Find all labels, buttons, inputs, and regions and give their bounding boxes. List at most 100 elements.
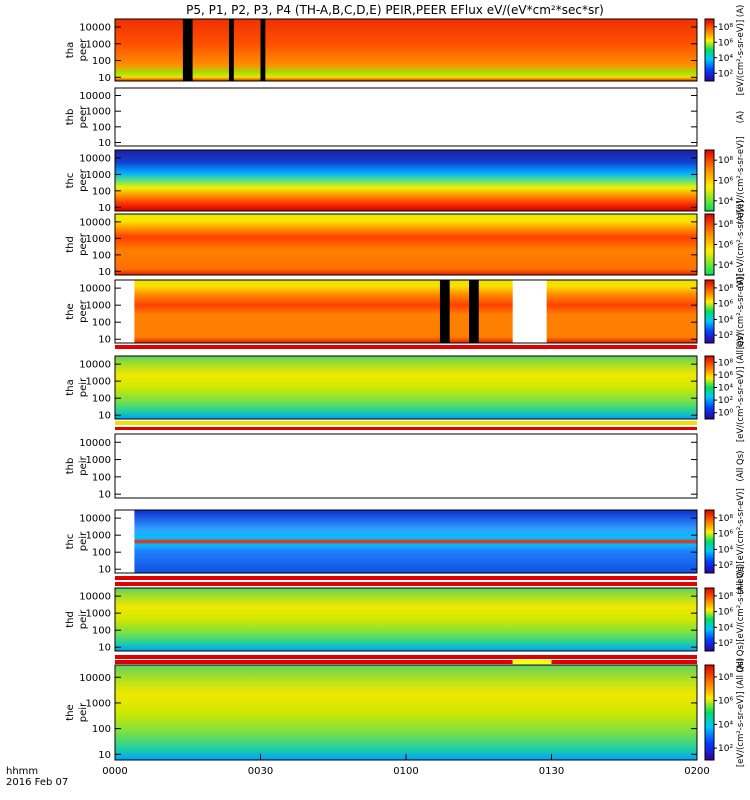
y-tick-label: 10000 [79, 592, 111, 603]
colorbar-label: (A) [736, 111, 746, 123]
y-tick-label: 100 [92, 250, 111, 261]
panel-frame [114, 587, 698, 652]
panel-frame [114, 355, 698, 420]
y-axis-label: peir [78, 531, 89, 551]
y-tick-label: 10000 [79, 514, 111, 525]
y-tick-label: 100 [92, 724, 111, 735]
colorbar-tick-label: 10⁸ [718, 514, 733, 524]
state-bar-segment [115, 350, 697, 353]
spectrogram-fill [115, 356, 697, 419]
colorbar-tick-label: 10⁶ [718, 608, 733, 618]
y-tick-label: 1000 [86, 107, 111, 118]
data-gap-bar [228, 19, 234, 81]
y-tick-label: 1000 [86, 609, 111, 620]
y-tick-label: 1000 [86, 377, 111, 388]
colorbar-tick-label: 10² [718, 396, 733, 406]
y-axis-label: tha [65, 379, 76, 395]
panel-frame [114, 213, 698, 276]
colorbar-label: [eV/(cm²-s-sr-eV)] (All Qs) [736, 658, 746, 767]
colorbar [704, 587, 715, 652]
colorbar-label: (All Qs)[eV/(cm²-s-sr-eV)] [736, 488, 746, 595]
panel-frame [114, 18, 698, 82]
colorbar-label: (All Qs)[eV/(cm²-s-sr-eV)] [736, 566, 746, 673]
y-tick-label: 10 [98, 565, 111, 576]
spectrogram-fill [115, 214, 697, 275]
colorbar-tick-label: 10⁴ [718, 720, 733, 730]
colorbar-tick-label: 10⁴ [718, 197, 733, 207]
colorbar-label: (A)[eV/(cm²-s-sr-eV)] [736, 200, 746, 288]
colorbar-tick-label: 10⁴ [718, 545, 733, 555]
chart-title: P5, P1, P2, P3, P4 (TH-A,B,C,D,E) PEIR,P… [186, 3, 604, 17]
y-tick-label: 10000 [79, 217, 111, 228]
y-tick-label: 10 [98, 750, 111, 761]
colorbar-label: [eV/(cm²-s-sr-eV)] (A) [736, 5, 746, 96]
x-tick-label: 0000 [102, 766, 127, 777]
y-tick-label: 10000 [79, 22, 111, 33]
y-axis-label: thc [65, 534, 76, 550]
y-tick-label: 10000 [79, 91, 111, 102]
colorbar-tick-label: 10⁶ [718, 241, 733, 251]
y-tick-label: 10000 [79, 673, 111, 684]
y-tick-label: 10 [98, 335, 111, 346]
colorbar-label: (All Qs) [736, 451, 746, 482]
no-data-region [115, 280, 135, 343]
y-tick-label: 10 [98, 138, 111, 149]
spectrogram-fill [115, 150, 697, 211]
y-tick-label: 100 [92, 472, 111, 483]
y-axis-label: peer [78, 105, 89, 129]
panel-frame [114, 279, 698, 344]
data-gap-bar [439, 280, 450, 343]
state-bar-segment [115, 576, 697, 580]
spectrogram-fill [115, 588, 697, 651]
state-bar-segment [115, 345, 697, 349]
x-tick-label: 0130 [539, 766, 564, 777]
colorbar-tick-label: 10⁴ [718, 261, 733, 271]
spectrogram-fill [115, 280, 697, 343]
x-tick-label: 0100 [393, 766, 418, 777]
x-tick-label: 0030 [248, 766, 273, 777]
colorbar-label: (A)[eV/(cm²-s-sr-eV)] [736, 136, 746, 224]
y-axis-label: thd [65, 611, 76, 628]
y-axis-label: tha [65, 42, 76, 58]
colorbar [704, 664, 715, 761]
state-bar-segment [115, 660, 513, 664]
y-tick-label: 10 [98, 643, 111, 654]
colorbar-label: [eV/(cm²-s-sr-eV)] [736, 274, 746, 350]
x-axis: 0000 0030 0100 0130 0200 [102, 754, 710, 777]
footer-label-hhmm: hhmm [6, 766, 38, 777]
y-tick-label: 1000 [86, 531, 111, 542]
colorbar-tick-label: 10⁴ [718, 623, 733, 633]
colorbar-tick-label: 10² [718, 561, 733, 571]
y-tick-label: 10 [98, 267, 111, 278]
y-axis-label: peir [78, 609, 89, 629]
panel-frame [114, 433, 698, 499]
colorbar-tick-label: 10⁸ [718, 673, 733, 683]
y-axis-label: the [65, 303, 76, 319]
no-data-region [115, 510, 135, 573]
y-axis-label: thb [65, 109, 76, 126]
y-tick-label: 1000 [86, 170, 111, 181]
y-tick-label: 10000 [79, 438, 111, 449]
y-tick-label: 10000 [79, 284, 111, 295]
y-tick-label: 1000 [86, 234, 111, 245]
colorbar-tick-label: 10² [718, 331, 733, 341]
panel-frame [114, 149, 698, 212]
y-axis-label: peer [78, 168, 89, 192]
y-axis-label: peer [78, 232, 89, 256]
state-bar-segment [115, 427, 697, 430]
y-tick-label: 10000 [79, 360, 111, 371]
colorbar-label: [eV/(cm²-s-sr-eV)] (All Qs) [736, 333, 746, 442]
footer-label-date: 2016 Feb 07 [6, 777, 68, 788]
colorbar-tick-label: 10⁶ [718, 300, 733, 310]
data-gap-bar [182, 19, 193, 81]
y-tick-label: 10 [98, 203, 111, 214]
y-tick-label: 10 [98, 73, 111, 84]
y-tick-label: 1000 [86, 455, 111, 466]
